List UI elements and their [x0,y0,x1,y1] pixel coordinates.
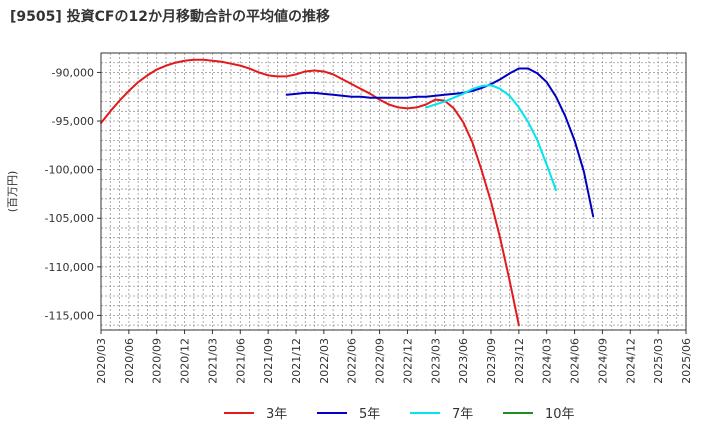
chart-title: [9505] 投資CFの12か月移動合計の平均値の推移 [10,9,330,25]
y-axis-label: (百万円) [6,171,19,213]
series-line [100,58,520,327]
x-tick-label: 2021/03 [206,338,219,384]
x-tick-label: 2025/06 [680,338,693,384]
legend-label: 3年 [266,407,287,422]
x-tick-label: 2023/09 [485,338,498,384]
legend: 3年 5年 7年 10年 [224,407,575,422]
y-tick-label: -115,000 [45,309,94,322]
y-tick-label: -110,000 [45,261,94,274]
x-tick-label: 2022/03 [318,338,331,384]
x-tick-label: 2025/03 [652,338,665,384]
x-tick-label: 2022/09 [374,338,387,384]
legend-label: 7年 [452,407,473,422]
x-tick-label: 2023/12 [513,338,526,384]
x-tick-label: 2023/03 [429,338,442,384]
series-line [425,84,557,192]
plot-border [100,52,687,331]
x-tick-label: 2021/12 [290,338,303,384]
axes: -90,000 -95,000 -100,000 -105,000 -110,000 -1… [6,52,693,384]
x-tick-label: 2024/09 [596,338,609,384]
x-tick-label: 2021/09 [262,338,275,384]
y-tick-label: -105,000 [45,212,94,225]
x-tick-label: 2020/12 [179,338,192,384]
x-tick-label: 2022/06 [346,338,359,384]
y-tick-label: -95,000 [52,115,94,128]
x-tick-label: 2024/12 [624,338,637,384]
y-tick-label: -100,000 [45,164,94,177]
x-tick-label: 2020/03 [95,338,108,384]
x-tick-label: 2024/03 [541,338,554,384]
legend-label: 10年 [545,407,575,422]
x-tick-label: 2024/06 [569,338,582,384]
y-tick-label: -90,000 [52,66,94,79]
x-tick-label: 2020/06 [123,338,136,384]
series-lines [100,58,595,327]
plot-area [101,53,686,330]
x-tick-label: 2022/12 [401,338,414,384]
legend-label: 5年 [359,407,380,422]
x-tick-label: 2023/06 [457,338,470,384]
x-tick-label: 2021/06 [234,338,247,384]
x-tick-label: 2020/09 [151,338,164,384]
series-line [285,67,595,218]
grid [101,52,686,330]
